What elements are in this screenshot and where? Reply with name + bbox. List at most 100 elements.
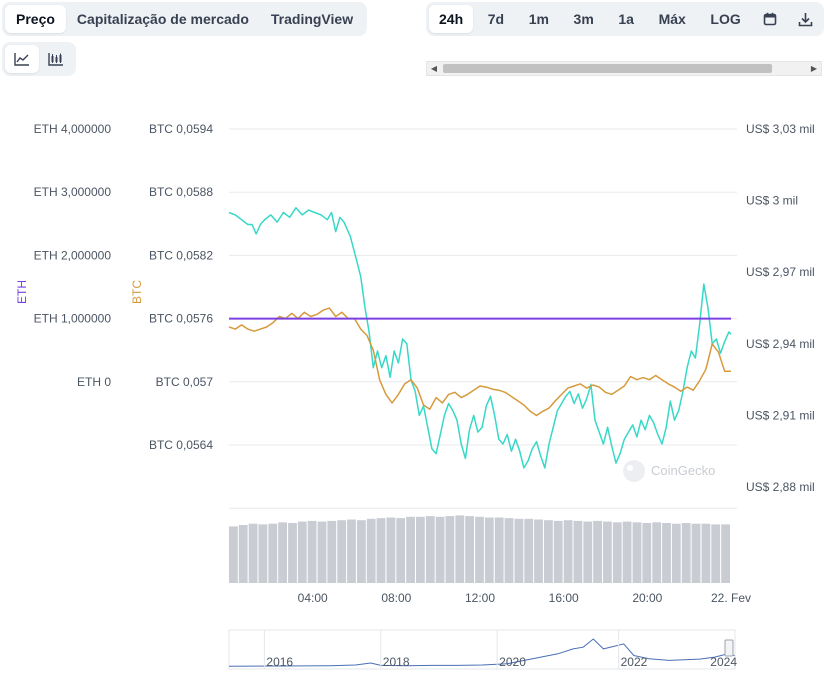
btc-tick-label: BTC 0,0564 — [149, 438, 213, 452]
volume-bar — [484, 517, 494, 583]
volume-bar — [573, 520, 583, 583]
x-tick-label: 16:00 — [549, 591, 579, 605]
volume-bar — [445, 516, 455, 583]
volume-bar — [534, 519, 543, 583]
x-tick-label: 22. Fev — [711, 591, 751, 605]
volume-bar — [514, 518, 524, 583]
volume-bar — [681, 523, 691, 583]
navigator-series — [228, 638, 736, 667]
scroll-right-arrow[interactable]: ▶ — [810, 64, 818, 73]
volume-bar — [583, 521, 593, 583]
volume-bar — [347, 519, 356, 583]
volume-bar — [603, 521, 612, 583]
usd-tick-label: US$ 2,97 mil — [746, 265, 815, 279]
tab-market-cap[interactable]: Capitalização de mercado — [76, 11, 249, 27]
eth-tick-label: ETH 3,000000 — [34, 185, 112, 199]
volume-bar — [652, 522, 662, 583]
volume-bar — [307, 520, 317, 583]
line-chart-icon — [14, 53, 29, 66]
x-tick-label: 04:00 — [298, 591, 328, 605]
time-range-group: 24h 7d 1m 3m 1a Máx LOG — [426, 2, 824, 36]
scroll-left-arrow[interactable]: ◀ — [430, 64, 438, 73]
volume-bar — [494, 517, 504, 583]
btc-tick-label: BTC 0,0582 — [149, 248, 213, 262]
volume-bar — [386, 517, 396, 583]
usd-tick-label: US$ 2,94 mil — [746, 337, 815, 351]
calendar-icon — [764, 12, 777, 26]
volume-bar — [435, 516, 445, 583]
navigator-year-label: 2018 — [383, 655, 410, 669]
volume-bar — [425, 516, 435, 583]
volume-bar — [642, 523, 652, 583]
navigator-year-label: 2016 — [266, 655, 293, 669]
navigator-year-label: 2020 — [499, 655, 526, 669]
x-tick-label: 20:00 — [632, 591, 662, 605]
btc-price-series — [228, 307, 731, 417]
download-icon — [798, 12, 813, 26]
scrollbar-thumb[interactable] — [443, 64, 772, 73]
volume-bar — [238, 525, 248, 583]
btc-tick-label: BTC 0,0588 — [149, 185, 213, 199]
volume-bar — [691, 523, 701, 583]
volume-bar — [612, 522, 622, 583]
volume-bar — [297, 521, 307, 583]
tab-tradingview[interactable]: TradingView — [270, 11, 354, 27]
volume-bar — [258, 524, 268, 583]
tab-price[interactable]: Preço — [5, 5, 66, 33]
eth-tick-label: ETH 4,000000 — [34, 122, 112, 136]
volume-bar — [632, 522, 642, 583]
navigator-frame[interactable] — [228, 629, 736, 670]
range-1m-button[interactable]: 1m — [528, 11, 549, 27]
usd-tick-label: US$ 2,91 mil — [746, 408, 815, 422]
navigator-year-label: 2024 — [710, 655, 737, 669]
line-chart-button[interactable] — [5, 45, 39, 73]
volume-bar — [376, 518, 386, 583]
log-scale-button[interactable]: LOG — [710, 11, 741, 27]
volume-bar — [268, 523, 278, 583]
eth-axis-title: ETH — [15, 280, 29, 304]
range-1a-button[interactable]: 1a — [618, 11, 634, 27]
volume-bar — [406, 516, 415, 583]
volume-bar — [553, 520, 563, 583]
date-picker-button[interactable] — [755, 5, 785, 33]
horizontal-scrollbar[interactable]: ◀ ▶ — [426, 61, 822, 76]
volume-bar — [701, 523, 711, 583]
candlestick-icon — [48, 53, 63, 66]
volume-bar — [662, 523, 671, 583]
candlestick-chart-button[interactable] — [39, 45, 73, 73]
usd-axis: US$ 2,88 mil US$ 2,91 mil US$ 2,94 mil US$ … — [746, 122, 815, 494]
eth-tick-label: ETH 1,000000 — [34, 312, 112, 326]
range-24h-button[interactable]: 24h — [429, 5, 474, 33]
volume-bar — [278, 522, 287, 583]
volume-bar — [337, 520, 347, 583]
range-max-button[interactable]: Máx — [658, 11, 686, 27]
chart-tab-group: Preço Capitalização de mercado TradingVi… — [2, 2, 368, 36]
volume-bar — [317, 521, 327, 583]
volume-bar — [504, 518, 514, 583]
volume-bar — [475, 516, 484, 583]
eth-tick-label: ETH 0 — [77, 375, 111, 389]
download-button[interactable] — [790, 5, 821, 33]
volume-bar — [455, 515, 465, 583]
volume-bar — [327, 520, 337, 583]
usd-tick-label: US$ 2,88 mil — [746, 480, 815, 494]
navigator-year-label: 2022 — [621, 655, 648, 669]
x-tick-label: 08:00 — [381, 591, 411, 605]
volume-bar — [622, 521, 632, 583]
navigator-handle[interactable] — [724, 639, 734, 657]
volume-bars — [229, 515, 730, 583]
usd-price-series — [228, 207, 732, 469]
volume-bar — [288, 523, 297, 583]
volume-bar — [711, 524, 721, 583]
range-3m-button[interactable]: 3m — [573, 11, 594, 27]
x-axis: 04:00 08:00 12:00 16:00 20:00 22. Fev — [298, 591, 751, 605]
volume-bar — [248, 523, 258, 583]
volume-bar — [229, 526, 238, 583]
volume-bar — [465, 516, 474, 583]
range-7d-button[interactable]: 7d — [487, 11, 505, 27]
navigator: 2016 2018 2020 2022 2024 — [228, 629, 737, 670]
volume-bar — [544, 520, 553, 583]
x-tick-label: 12:00 — [465, 591, 495, 605]
coingecko-logo — [623, 460, 645, 482]
